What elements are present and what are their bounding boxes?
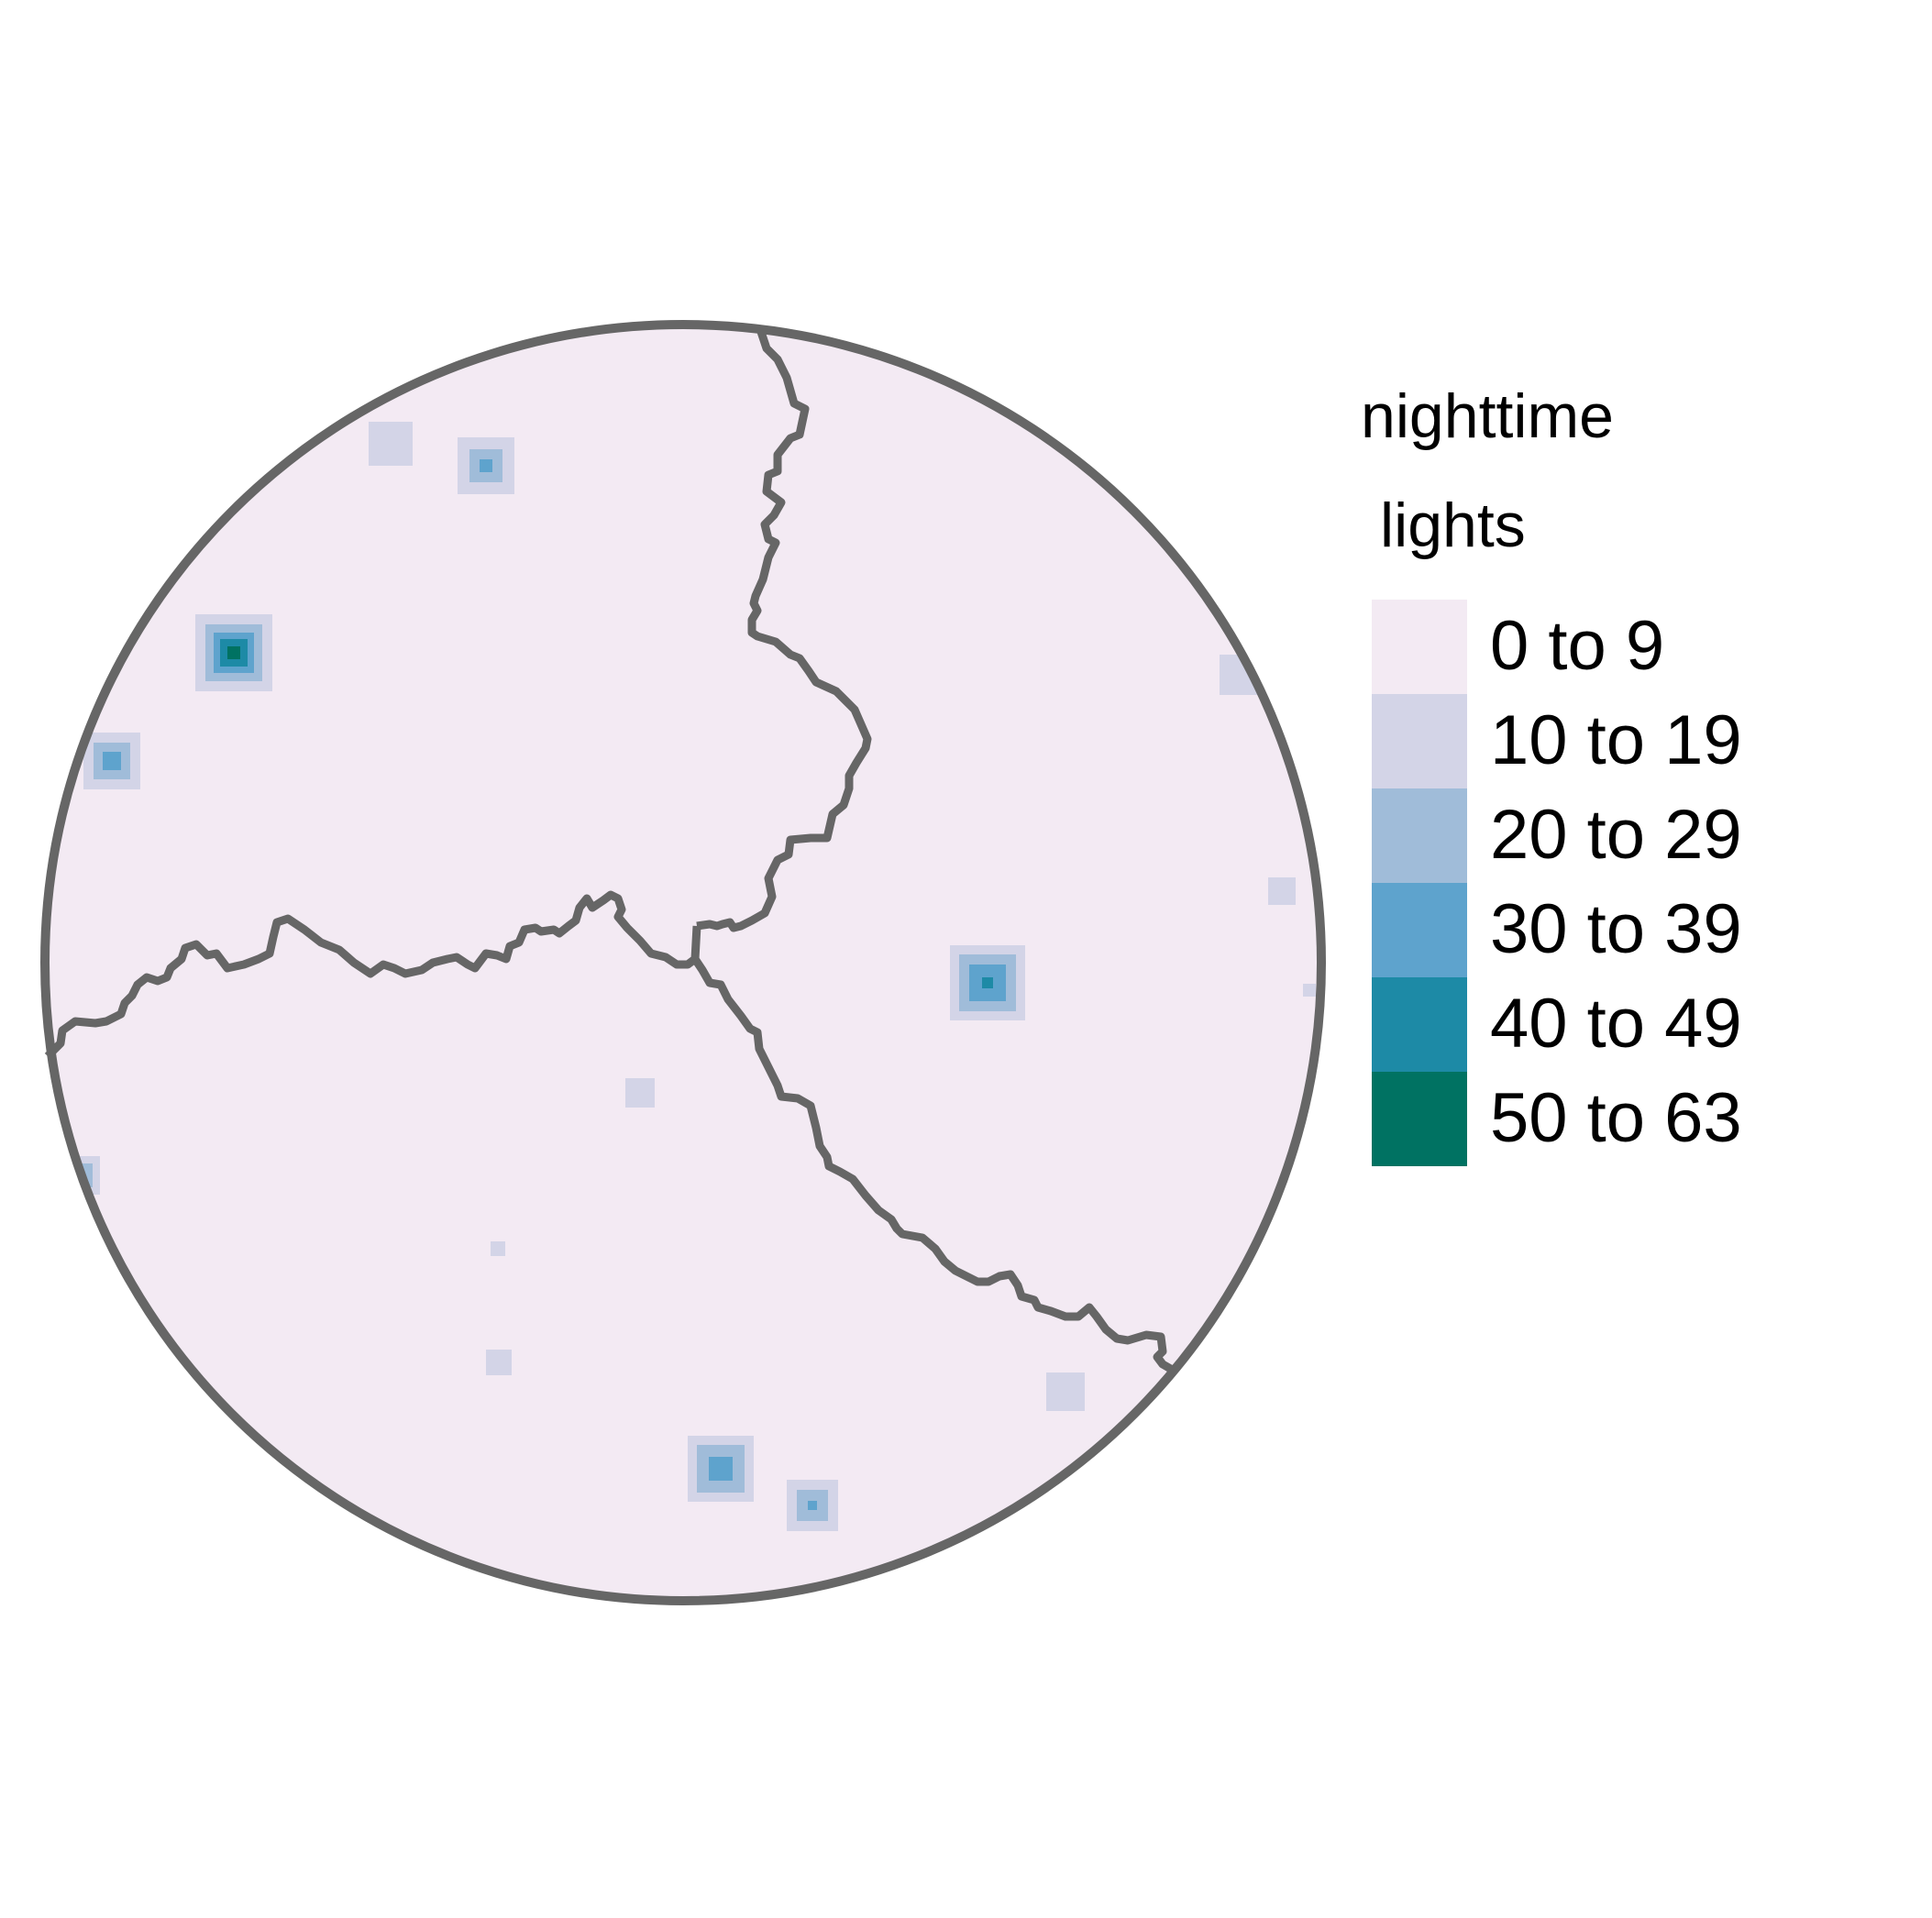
- cluster-9-level-1: [491, 1241, 505, 1256]
- legend-label-2: 10 to 19: [1490, 701, 1742, 779]
- light-cluster-8: [625, 1078, 655, 1108]
- light-clusters: [61, 422, 1316, 1531]
- light-cluster-12: [787, 1480, 838, 1531]
- cluster-2-level-3: [480, 459, 492, 472]
- cluster-10-level-1: [486, 1350, 512, 1375]
- cluster-8-level-1: [625, 1078, 655, 1108]
- light-cluster-13: [1046, 1372, 1085, 1411]
- legend-swatch-1: [1372, 600, 1467, 694]
- cluster-12-level-3: [808, 1501, 817, 1510]
- legend-swatch-2: [1372, 694, 1467, 788]
- legend-swatch-6: [1372, 1072, 1467, 1166]
- boundary-west: [44, 890, 701, 1060]
- map-area: [40, 320, 1326, 1605]
- boundary-southeast: [691, 956, 1178, 1375]
- legend-title-line2: lights: [1380, 491, 1526, 560]
- light-cluster-15: [1303, 984, 1316, 997]
- light-cluster-11: [688, 1436, 754, 1502]
- study-area-outline: [40, 320, 1326, 1605]
- boundary-north: [696, 330, 872, 932]
- light-cluster-3: [195, 614, 272, 691]
- legend-swatch-4: [1372, 883, 1467, 977]
- legend-label-5: 40 to 49: [1490, 985, 1742, 1063]
- legend-title-line1: nighttime: [1361, 381, 1614, 451]
- legend-label-6: 50 to 63: [1490, 1079, 1742, 1157]
- cluster-11-level-3: [709, 1457, 733, 1481]
- legend-swatch-3: [1372, 788, 1467, 883]
- light-cluster-4: [83, 733, 140, 789]
- cluster-4-level-3: [103, 752, 121, 770]
- legend: nighttime lights 0 to 9 10 to 19 20 to 29 3…: [1361, 381, 1742, 1166]
- cluster-14-level-1: [1268, 877, 1296, 905]
- legend-label-1: 0 to 9: [1490, 607, 1664, 685]
- cluster-1-level-1: [369, 422, 413, 466]
- cluster-13-level-1: [1046, 1372, 1085, 1411]
- cluster-3-level-5: [227, 646, 240, 659]
- light-cluster-2: [458, 437, 514, 494]
- light-cluster-6: [950, 945, 1025, 1020]
- light-cluster-14: [1268, 877, 1296, 905]
- cluster-15-level-1: [1303, 984, 1316, 997]
- light-cluster-1: [369, 422, 413, 466]
- legend-label-4: 30 to 39: [1490, 890, 1742, 968]
- legend-label-3: 20 to 29: [1490, 796, 1742, 874]
- light-cluster-9: [491, 1241, 505, 1256]
- legend-swatch-5: [1372, 977, 1467, 1072]
- light-cluster-10: [486, 1350, 512, 1375]
- cluster-6-level-4: [982, 977, 993, 988]
